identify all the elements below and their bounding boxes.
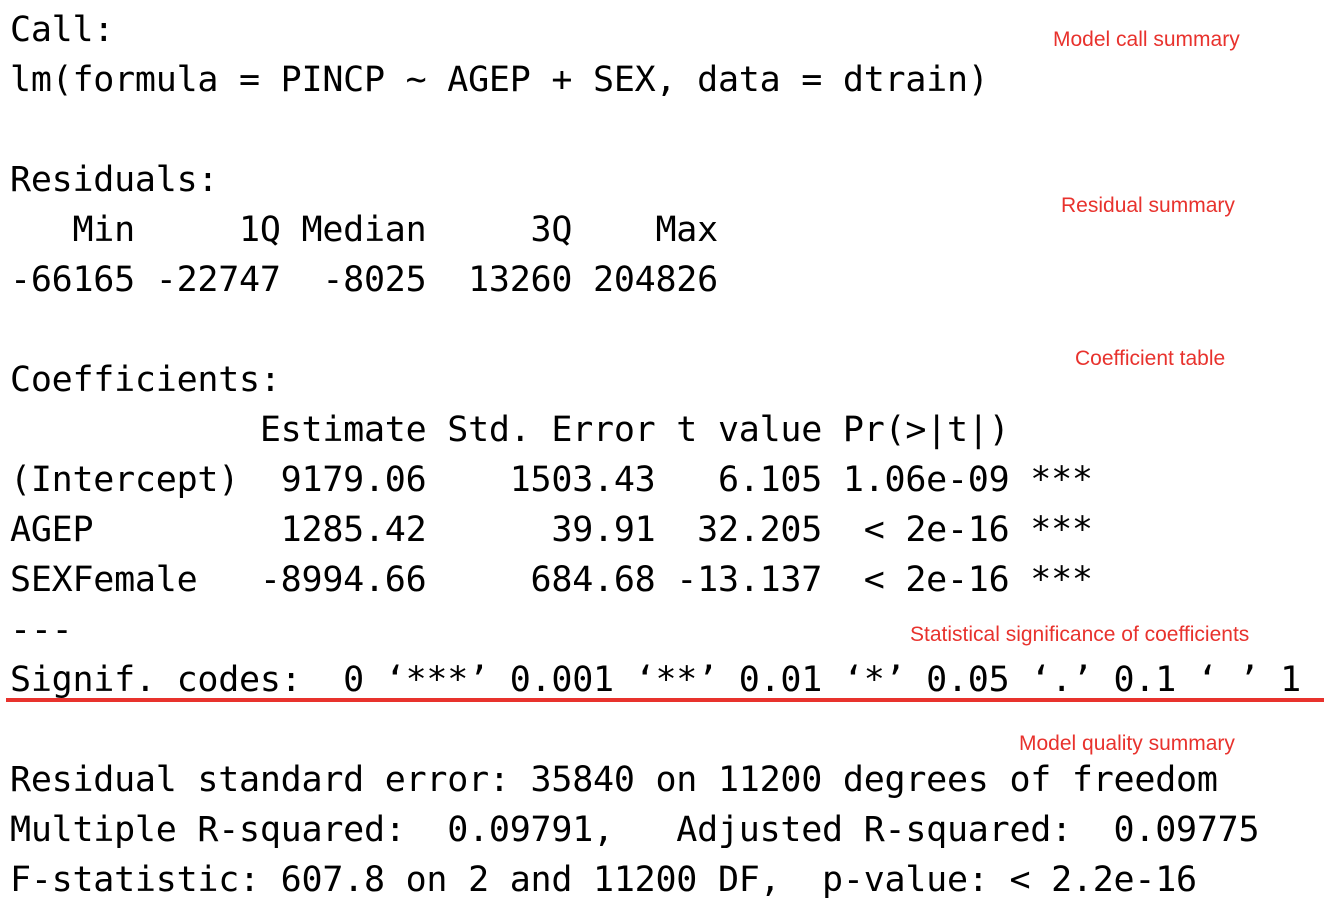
signif-codes-line: Signif. codes: 0 ‘***’ 0.001 ‘**’ 0.01 ‘…: [10, 660, 1301, 700]
annotation-quality: Model quality summary: [1019, 732, 1235, 755]
residual-std-error-line: Residual standard error: 35840 on 11200 …: [10, 760, 1218, 800]
annotation-residual: Residual summary: [1061, 194, 1235, 217]
coef-row-agep: AGEP 1285.42 39.91 32.205 < 2e-16 ***: [10, 510, 1093, 550]
coef-row-intercept: (Intercept) 9179.06 1503.43 6.105 1.06e-…: [10, 460, 1093, 500]
residuals-values: -66165 -22747 -8025 13260 204826: [10, 260, 739, 300]
f-statistic-line: F-statistic: 607.8 on 2 and 11200 DF, p-…: [10, 860, 1197, 900]
separator-line: ---: [10, 610, 73, 650]
call-label: Call:: [10, 10, 115, 50]
coefficients-label: Coefficients:: [10, 360, 281, 400]
annotation-coefficient: Coefficient table: [1075, 347, 1226, 370]
annotation-significance: Statistical significance of coefficients: [910, 623, 1250, 646]
coef-row-sexfemale: SEXFemale -8994.66 684.68 -13.137 < 2e-1…: [10, 560, 1093, 600]
coefficients-header: Estimate Std. Error t value Pr(>|t|): [10, 410, 1093, 450]
r-squared-line: Multiple R-squared: 0.09791, Adjusted R-…: [10, 810, 1281, 850]
annotation-model-call: Model call summary: [1053, 28, 1240, 51]
significance-underline: [6, 698, 1324, 702]
residuals-label: Residuals:: [10, 160, 219, 200]
residuals-header: Min 1Q Median 3Q Max: [10, 210, 739, 250]
formula-line: lm(formula = PINCP ~ AGEP + SEX, data = …: [10, 60, 989, 100]
